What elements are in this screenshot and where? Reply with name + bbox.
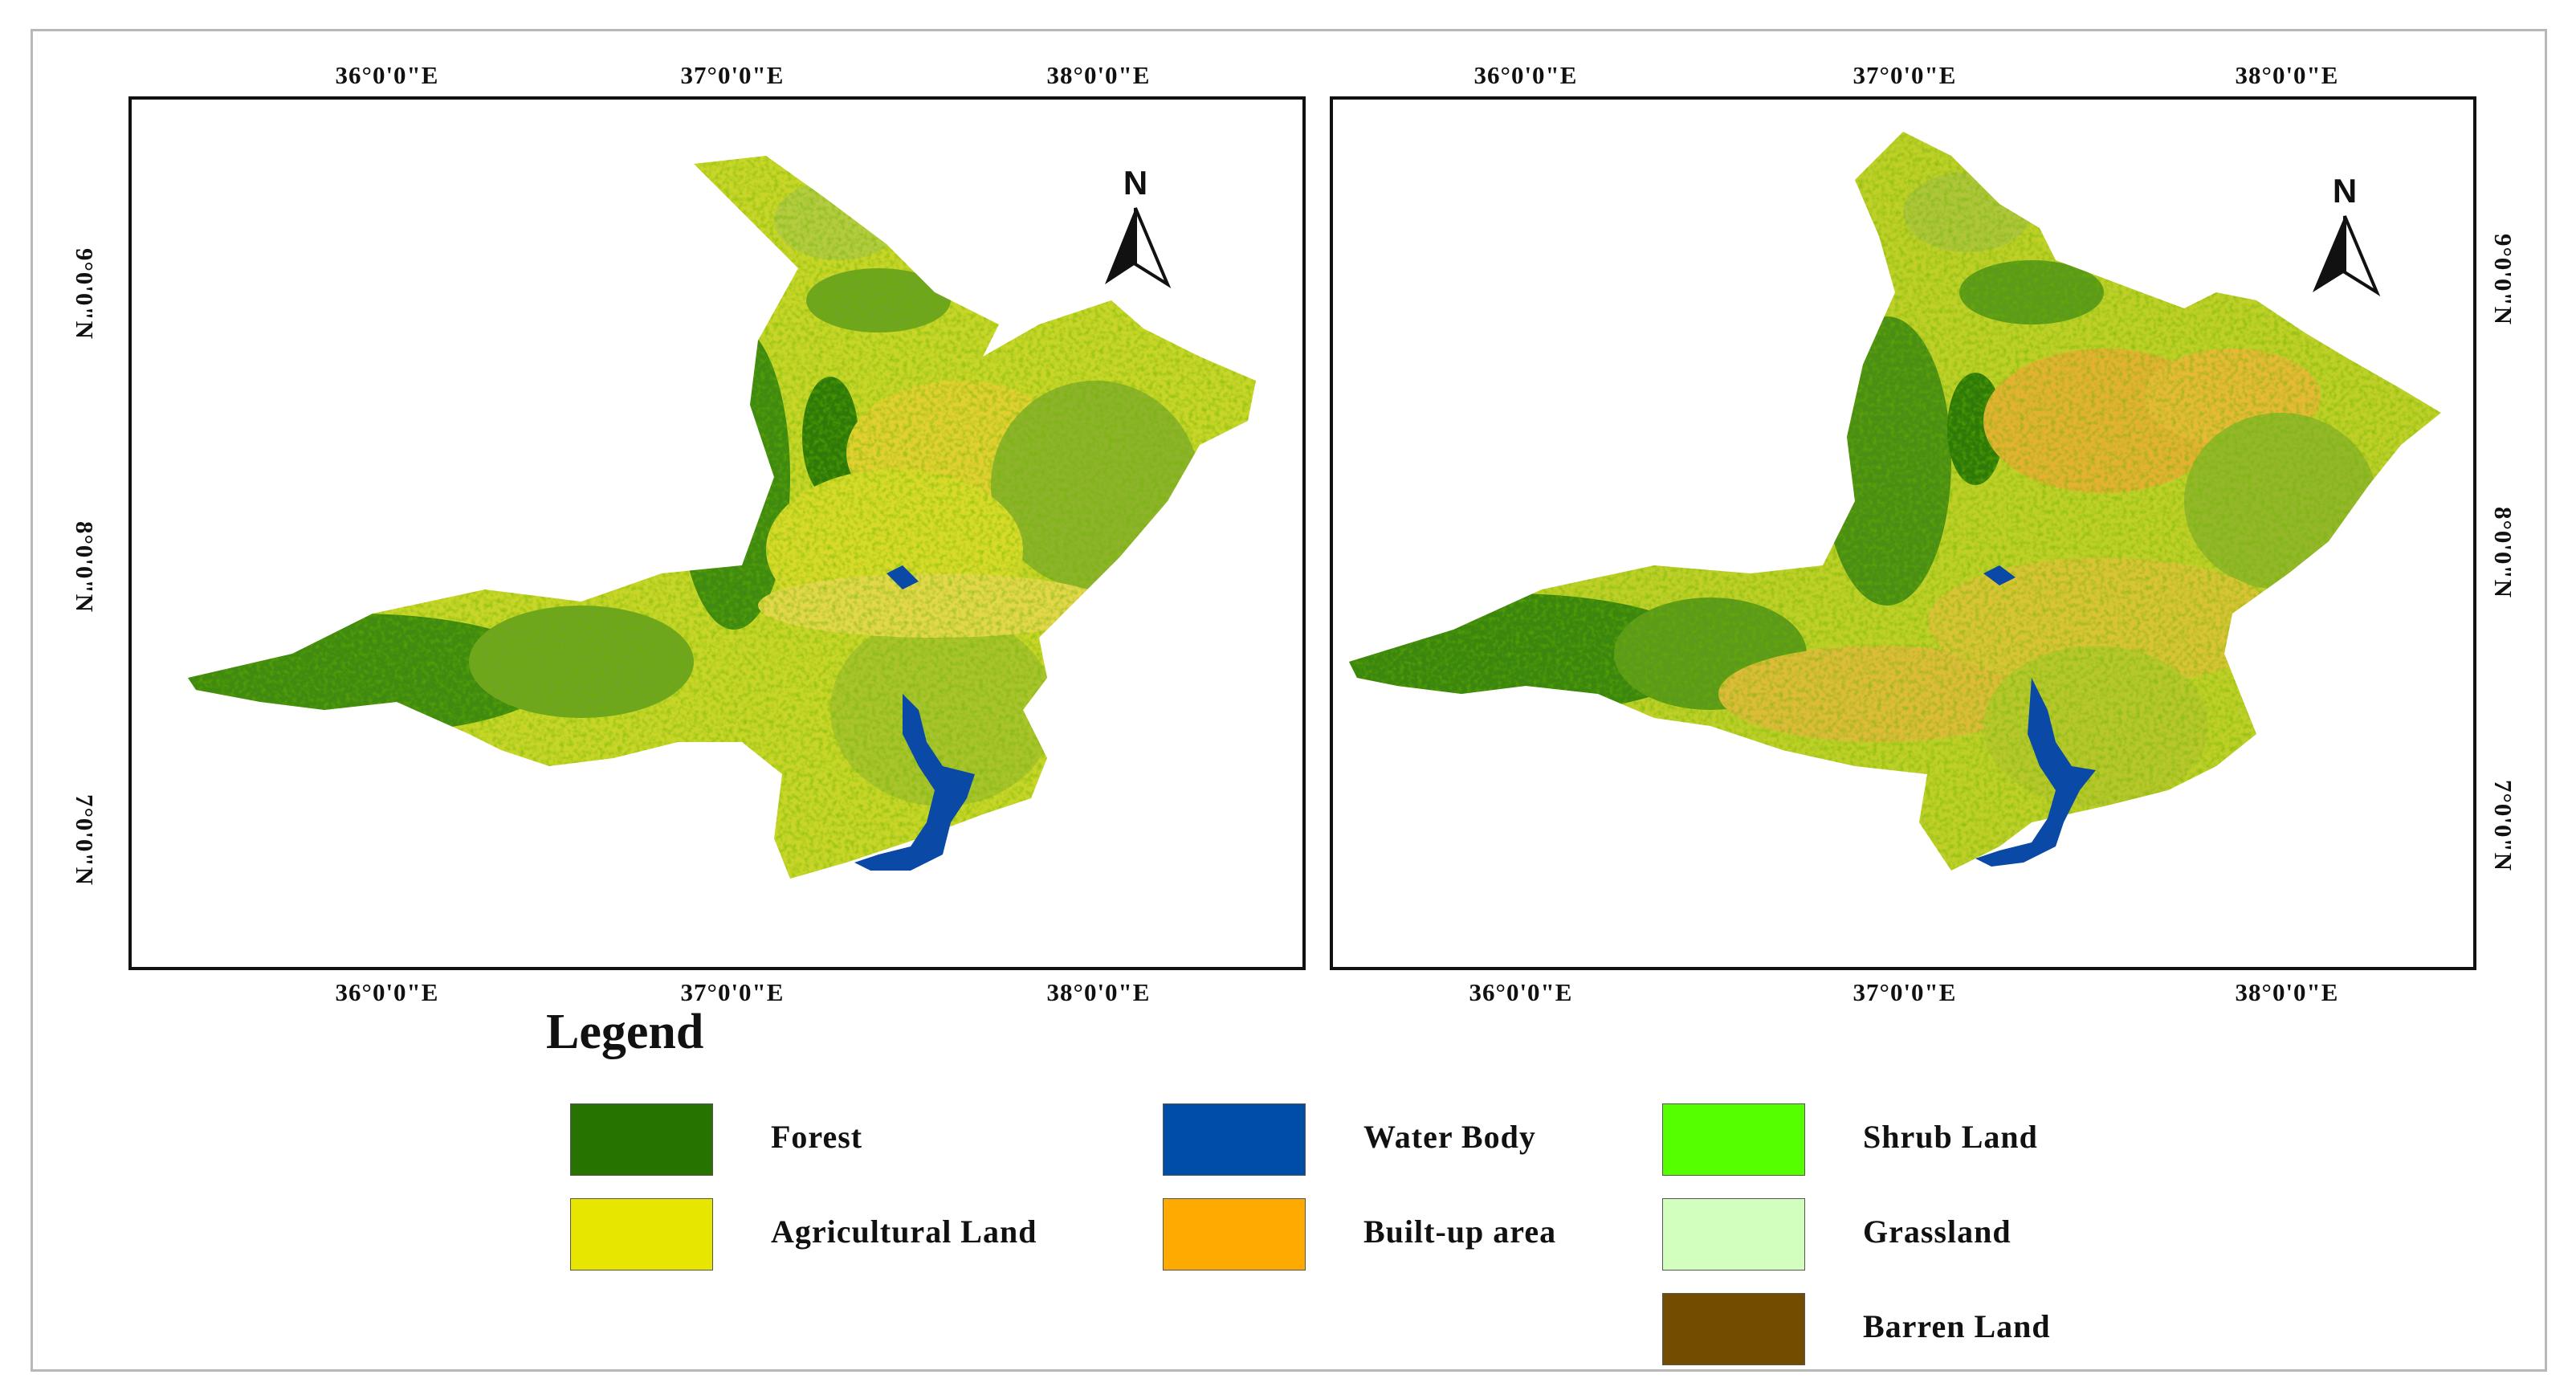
lon-label-top-left-3: 38°0'0"E <box>1046 61 1151 89</box>
legend-swatch-grassland <box>1662 1198 1805 1271</box>
legend-swatch-water-body <box>1163 1103 1306 1176</box>
legend-label-shrub-land: Shrub Land <box>1863 1119 2038 1155</box>
lon-label-bottom-right-1: 36°0'0"E <box>1469 978 1573 1006</box>
lon-label-top-right-2: 37°0'0"E <box>1853 61 1957 89</box>
map-left-canvas: N <box>188 156 1256 879</box>
figure-border <box>31 29 2547 1372</box>
north-arrow-right: N <box>2313 172 2381 297</box>
lat-label-right-2: 8°0'0"N <box>2489 506 2518 599</box>
lon-label-top-left-2: 37°0'0"E <box>680 61 785 89</box>
north-label-right: N <box>2333 172 2357 210</box>
lon-label-bottom-right-3: 38°0'0"E <box>2235 978 2339 1006</box>
lat-label-left-1: 9°0'0"N <box>71 247 100 341</box>
legend-label-forest: Forest <box>771 1119 863 1155</box>
legend-swatch-shrub-land <box>1662 1103 1805 1176</box>
lon-label-bottom-left-2: 37°0'0"E <box>680 978 785 1006</box>
lat-label-left-3: 7°0'0"N <box>71 793 100 887</box>
legend-swatch-barren-land <box>1662 1293 1805 1365</box>
legend-swatch-built-up-area <box>1163 1198 1306 1271</box>
lon-label-top-left-1: 36°0'0"E <box>335 61 439 89</box>
lon-label-top-right-3: 38°0'0"E <box>2235 61 2339 89</box>
legend-label-agricultural-land: Agricultural Land <box>771 1213 1037 1250</box>
landcover-raster-right <box>1349 132 2441 871</box>
lat-label-right-1: 9°0'0"N <box>2489 233 2518 326</box>
map-panel-left: N <box>128 96 1306 970</box>
legend-swatch-forest <box>570 1103 713 1176</box>
legend-label-barren-land: Barren Land <box>1863 1308 2051 1344</box>
legend-label-grassland: Grassland <box>1863 1213 2011 1250</box>
lon-label-bottom-left-1: 36°0'0"E <box>335 978 439 1006</box>
legend-label-built-up-area: Built-up area <box>1363 1213 1557 1250</box>
north-arrow-left: N <box>1105 164 1172 289</box>
lat-label-right-3: 7°0'0"N <box>2489 779 2518 872</box>
lat-label-left-2: 8°0'0"N <box>71 520 100 614</box>
legend-swatch-agricultural-land <box>570 1198 713 1271</box>
lon-label-bottom-left-3: 38°0'0"E <box>1046 978 1151 1006</box>
lon-label-top-right-1: 36°0'0"E <box>1473 61 1578 89</box>
map-panel-right: N <box>1330 96 2476 970</box>
north-label-left: N <box>1123 164 1147 202</box>
map-right-canvas: N <box>1349 132 2441 871</box>
lon-label-bottom-right-2: 37°0'0"E <box>1853 978 1957 1006</box>
legend-label-water-body: Water Body <box>1363 1119 1536 1155</box>
legend-title: Legend <box>546 1005 704 1059</box>
